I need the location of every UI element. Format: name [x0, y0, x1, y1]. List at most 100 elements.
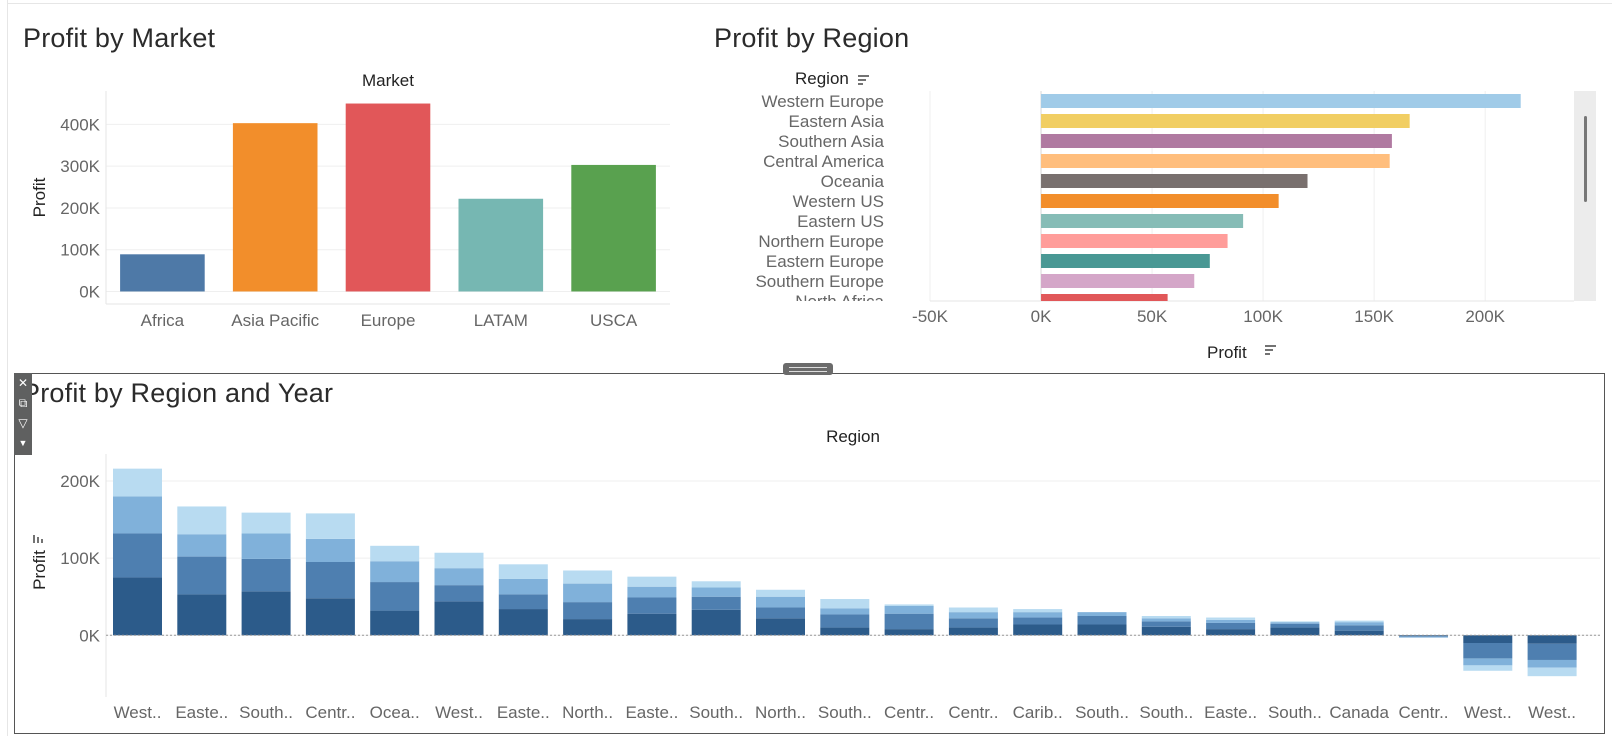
region-category-label: Western US — [793, 192, 884, 211]
region-axis-sort-icon — [1265, 345, 1276, 355]
region-x-tick-label: 50K — [1137, 307, 1168, 326]
region-year-bar-segment — [1270, 621, 1320, 623]
region-year-bar-segment — [370, 582, 420, 611]
pane-resize-handle[interactable] — [783, 363, 833, 375]
region-x-tick-label: -50K — [912, 307, 949, 326]
open-external-icon[interactable]: ⧉ — [18, 396, 28, 410]
region-year-bar-segment — [948, 627, 998, 636]
region-year-bar-segment — [1013, 617, 1063, 625]
region-year-category-label: Carib.. — [1013, 703, 1063, 722]
region-year-bar-segment — [370, 561, 420, 583]
region-year-bar-segment — [1077, 624, 1127, 636]
region-bar — [1041, 114, 1410, 128]
region-year-bar-segment — [434, 568, 484, 586]
region-year-bar-segment — [1206, 629, 1256, 636]
region-year-bar-segment — [241, 558, 291, 592]
region-year-category-label: West.. — [114, 703, 162, 722]
region-header-sort-icon — [858, 75, 869, 85]
region-year-bar-segment — [820, 614, 870, 628]
region-category-label: Southern Europe — [755, 272, 884, 291]
region-year-category-label: North.. — [755, 703, 806, 722]
region-bar — [1041, 214, 1244, 228]
region-year-bar-segment — [370, 545, 420, 562]
region-year-category-label: West.. — [1464, 703, 1512, 722]
market-y-axis-title: Profit — [30, 177, 49, 217]
region-bar — [1041, 274, 1195, 288]
region-year-bar-segment — [1141, 626, 1191, 636]
region-year-bar-segment — [884, 629, 934, 636]
region-category-label: Oceania — [821, 172, 885, 191]
region-year-bar-segment — [305, 598, 355, 636]
region-category-label: Eastern Europe — [766, 252, 884, 271]
region-year-bar-segment — [563, 619, 613, 636]
region-year-bar-segment — [434, 552, 484, 569]
region-year-bar-segment — [691, 581, 741, 588]
region-year-bar-segment — [1334, 620, 1384, 623]
more-options-icon[interactable]: ▼ — [18, 438, 28, 448]
region-year-bar-segment — [563, 570, 613, 584]
region-x-tick-label: 0K — [1031, 307, 1052, 326]
region-year-bar-segment — [177, 506, 227, 535]
region-year-bar-segment — [305, 538, 355, 562]
market-category-label: Europe — [361, 311, 416, 330]
region-year-bar-segment — [1334, 625, 1384, 631]
region-category-label: Eastern Asia — [789, 112, 885, 131]
region-category-label: Western Europe — [761, 92, 884, 111]
region-year-bar-segment — [1013, 609, 1063, 613]
region-year-bar-segment — [820, 608, 870, 615]
region-year-category-label: Centr.. — [305, 703, 355, 722]
region-year-bar-segment — [1270, 623, 1320, 628]
region-year-category-label: West.. — [1528, 703, 1576, 722]
region-year-bar-segment — [1399, 636, 1448, 638]
region-year-bar-segment — [1527, 667, 1577, 677]
region-x-tick-label: 150K — [1354, 307, 1394, 326]
market-category-label: Asia Pacific — [231, 311, 319, 330]
region-year-bar-segment — [756, 618, 805, 636]
region-year-category-label: Centr.. — [1398, 703, 1448, 722]
region-category-label: Eastern US — [797, 212, 884, 231]
region-year-bar-segment — [1527, 643, 1577, 660]
region-year-bar-segment — [948, 618, 998, 628]
region-year-bar-segment — [563, 583, 613, 603]
region-year-bar-segment — [627, 613, 677, 636]
region-year-bar-segment — [498, 564, 548, 579]
region-category-label: Northern Europe — [758, 232, 884, 251]
market-y-tick-label: 300K — [60, 157, 100, 176]
region-year-y-axis-title: Profit — [30, 550, 49, 590]
region-year-bar-segment — [1527, 635, 1577, 644]
region-chart-title: Profit by Region — [714, 23, 910, 53]
region-year-category-label: South.. — [689, 703, 743, 722]
region-year-bar-segment — [434, 585, 484, 602]
region-year-category-label: South.. — [1139, 703, 1193, 722]
region-year-bar-segment — [1463, 635, 1513, 643]
market-bar — [120, 254, 205, 292]
region-year-bar-segment — [756, 596, 805, 608]
region-year-bar-segment — [498, 594, 548, 610]
region-year-bar-segment — [177, 594, 227, 636]
region-year-bar-segment — [1013, 624, 1063, 636]
region-year-category-label: South.. — [1075, 703, 1129, 722]
market-bar — [345, 103, 431, 292]
dashboard-left-edge — [0, 0, 8, 736]
region-year-chart-title: Profit by Region and Year — [22, 378, 334, 408]
market-y-tick-label: 200K — [60, 199, 100, 218]
region-year-category-label: Canada — [1329, 703, 1389, 722]
region-year-bar-segment — [691, 587, 741, 597]
filter-icon[interactable]: ▽ — [18, 416, 28, 430]
region-year-bar-segment — [305, 513, 355, 539]
market-chart-title: Profit by Market — [23, 23, 216, 53]
region-year-category-label: Easte.. — [1204, 703, 1257, 722]
region-year-bar-segment — [691, 609, 741, 636]
region-chart-scroll-thumb[interactable] — [1584, 116, 1587, 202]
region-year-category-label: Easte.. — [497, 703, 550, 722]
market-bar — [232, 123, 318, 292]
close-icon[interactable]: ✕ — [17, 376, 29, 390]
region-year-bar-segment — [820, 627, 870, 636]
region-year-bar-segment — [627, 597, 677, 614]
region-year-bar-segment — [1334, 622, 1384, 626]
region-year-bar-segment — [177, 534, 227, 557]
region-year-axis-sort-icon — [33, 535, 43, 543]
region-year-bar-segment — [884, 605, 934, 614]
market-category-label: USCA — [590, 311, 638, 330]
